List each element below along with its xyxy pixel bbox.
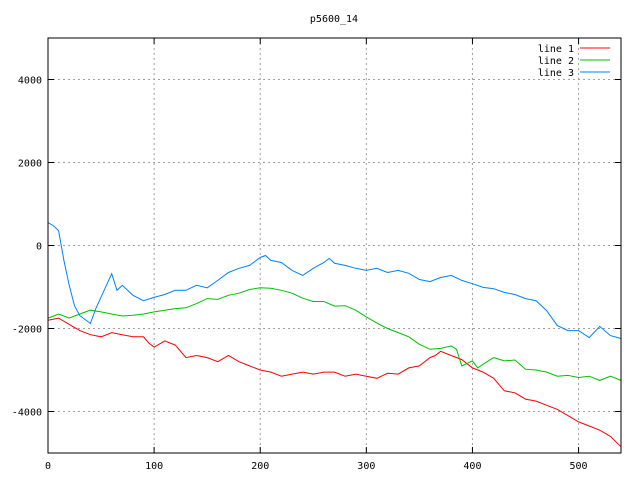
y-tick-label: 2000 [18,159,42,170]
y-tick-label: 0 [36,242,42,253]
y-tick-label: -2000 [12,325,42,336]
series-lines [47,222,622,448]
legend-label: line 1 [538,44,574,55]
legend-label: line 2 [538,56,574,67]
tick-labels: 0 100 200 300 400 500 -4000 -2000 0 2000 4000 [12,76,588,473]
x-tick-label: 200 [251,461,269,472]
plot-frame [47,37,622,454]
chart-title: p5600_14 [310,14,358,25]
x-tick-label: 400 [463,461,481,472]
x-tick-label: 100 [145,461,163,472]
series-line-1 [47,317,622,448]
x-tick-label: 300 [357,461,375,472]
series-line-3 [47,222,622,339]
y-tick-label: -4000 [12,408,42,419]
grid [47,38,621,453]
legend-label: line 3 [538,68,574,79]
x-tick-label: 500 [570,461,588,472]
series-line-2 [47,287,622,381]
y-tick-label: 4000 [18,76,42,87]
x-tick-label: 0 [45,461,51,472]
